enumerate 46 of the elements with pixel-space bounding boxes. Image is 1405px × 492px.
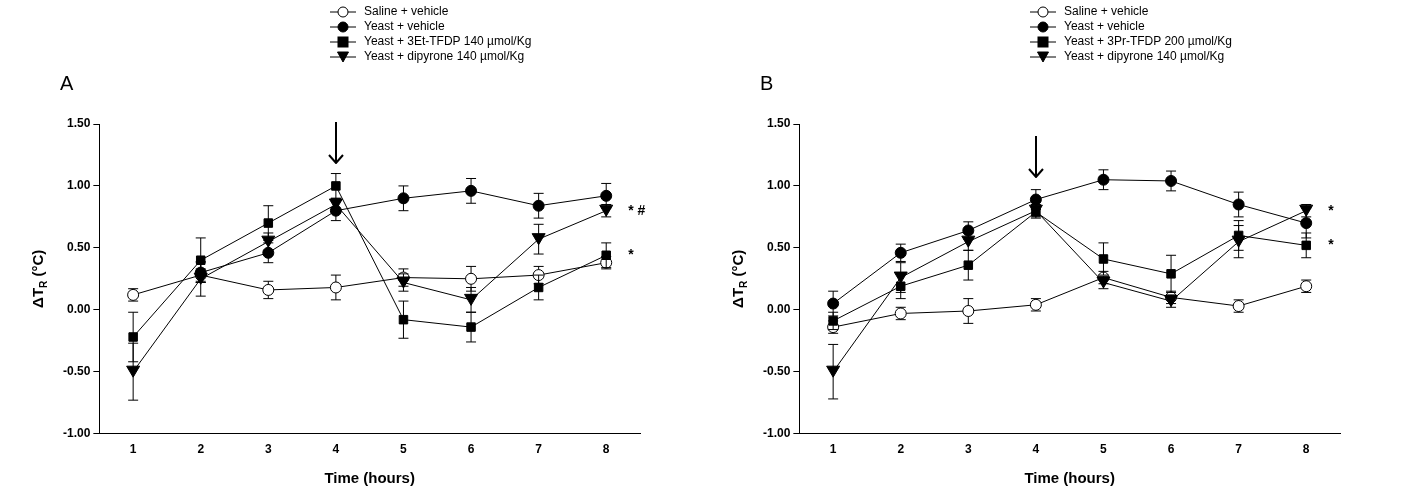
legend-label: Yeast + dipyrone 140 µmol/Kg bbox=[364, 49, 525, 64]
x-tick-label: 2 bbox=[197, 442, 205, 457]
x-tick-label: 6 bbox=[467, 442, 475, 457]
legend-label: Yeast + dipyrone 140 µmol/Kg bbox=[1064, 49, 1225, 64]
y-tick-label: -1.00 bbox=[762, 425, 791, 440]
y-tick-label: 0.50 bbox=[766, 240, 791, 255]
x-tick-label: 5 bbox=[400, 442, 408, 457]
x-tick-label: 1 bbox=[129, 442, 137, 457]
x-tick-label: 2 bbox=[897, 442, 905, 457]
annotation: * # bbox=[628, 201, 646, 218]
y-tick-label: -1.00 bbox=[62, 425, 91, 440]
legend-label: Yeast + vehicle bbox=[1064, 19, 1145, 34]
y-tick-label: -0.50 bbox=[762, 363, 791, 378]
y-tick-label: 0.00 bbox=[66, 302, 91, 317]
x-tick-label: 1 bbox=[829, 442, 837, 457]
chart-title: A bbox=[60, 71, 74, 94]
x-tick-label: 3 bbox=[264, 442, 272, 457]
x-axis-title: Time (hours) bbox=[324, 469, 415, 487]
x-tick-label: 8 bbox=[602, 442, 610, 457]
legend-label: Saline + vehicle bbox=[364, 4, 449, 19]
y-tick-label: 0.50 bbox=[66, 240, 91, 255]
annotation: * bbox=[1328, 236, 1335, 253]
y-tick-label: 1.50 bbox=[66, 116, 91, 131]
y-axis-title: ΔTR (°C) bbox=[29, 249, 50, 308]
y-tick-label: -0.50 bbox=[62, 363, 91, 378]
legend-label: Yeast + 3Pr-TFDP 200 µmol/Kg bbox=[1064, 34, 1232, 49]
x-tick-label: 8 bbox=[1302, 442, 1310, 457]
legend-label: Saline + vehicle bbox=[1064, 4, 1149, 19]
y-tick-label: 1.50 bbox=[766, 116, 791, 131]
legend-label: Yeast + 3Et-TFDP 140 µmol/Kg bbox=[364, 34, 532, 49]
x-tick-label: 6 bbox=[1167, 442, 1175, 457]
x-tick-label: 3 bbox=[964, 442, 972, 457]
legend-label: Yeast + vehicle bbox=[364, 19, 445, 34]
annotation: * bbox=[1328, 201, 1335, 218]
y-tick-label: 0.00 bbox=[766, 302, 791, 317]
annotation: * bbox=[628, 246, 635, 263]
x-tick-label: 5 bbox=[1100, 442, 1108, 457]
y-axis-title: ΔTR (°C) bbox=[729, 249, 750, 308]
x-tick-label: 7 bbox=[535, 442, 543, 457]
x-tick-label: 4 bbox=[1032, 442, 1040, 457]
y-tick-label: 1.00 bbox=[766, 178, 791, 193]
x-tick-label: 7 bbox=[1235, 442, 1243, 457]
x-axis-title: Time (hours) bbox=[1024, 469, 1115, 487]
x-tick-label: 4 bbox=[332, 442, 340, 457]
chart-title: B bbox=[760, 71, 774, 94]
y-tick-label: 1.00 bbox=[66, 178, 91, 193]
